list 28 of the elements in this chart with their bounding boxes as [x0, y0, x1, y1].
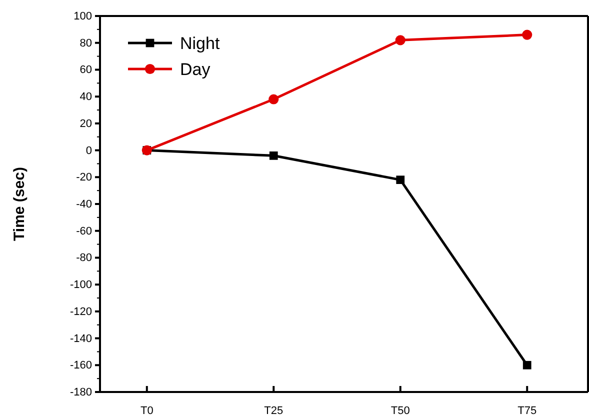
y-tick-label: 0 [86, 144, 92, 157]
point [269, 151, 278, 160]
y-tick-label: -160 [70, 360, 92, 372]
y-axis-title: Time (sec) [11, 167, 28, 241]
point [395, 35, 406, 46]
y-tick-label: -80 [76, 252, 92, 264]
legend-label: Day [180, 60, 211, 79]
y-tick-label: 80 [80, 37, 92, 50]
y-tick-label: -40 [76, 198, 92, 211]
point [396, 176, 405, 184]
y-tick-label: -60 [76, 225, 92, 238]
x-tick-label: T75 [518, 404, 537, 417]
legend-label: Night [180, 34, 220, 53]
y-tick-label: 40 [80, 91, 92, 104]
y-tick-label: 100 [74, 10, 92, 23]
y-tick-label: -20 [76, 172, 92, 184]
x-tick-label: T25 [264, 404, 284, 417]
y-tick-label: -180 [70, 386, 92, 399]
x-tick-label: T0 [140, 404, 154, 417]
y-tick-label: -100 [70, 279, 92, 292]
point [522, 30, 532, 40]
y-tick-label: -120 [70, 306, 92, 318]
y-tick-label: 60 [80, 64, 92, 76]
y-tick-label: 20 [80, 118, 92, 130]
y-tick-label: -140 [70, 332, 92, 345]
point [268, 94, 279, 104]
x-tick-label: T50 [390, 404, 410, 417]
point [522, 360, 532, 370]
